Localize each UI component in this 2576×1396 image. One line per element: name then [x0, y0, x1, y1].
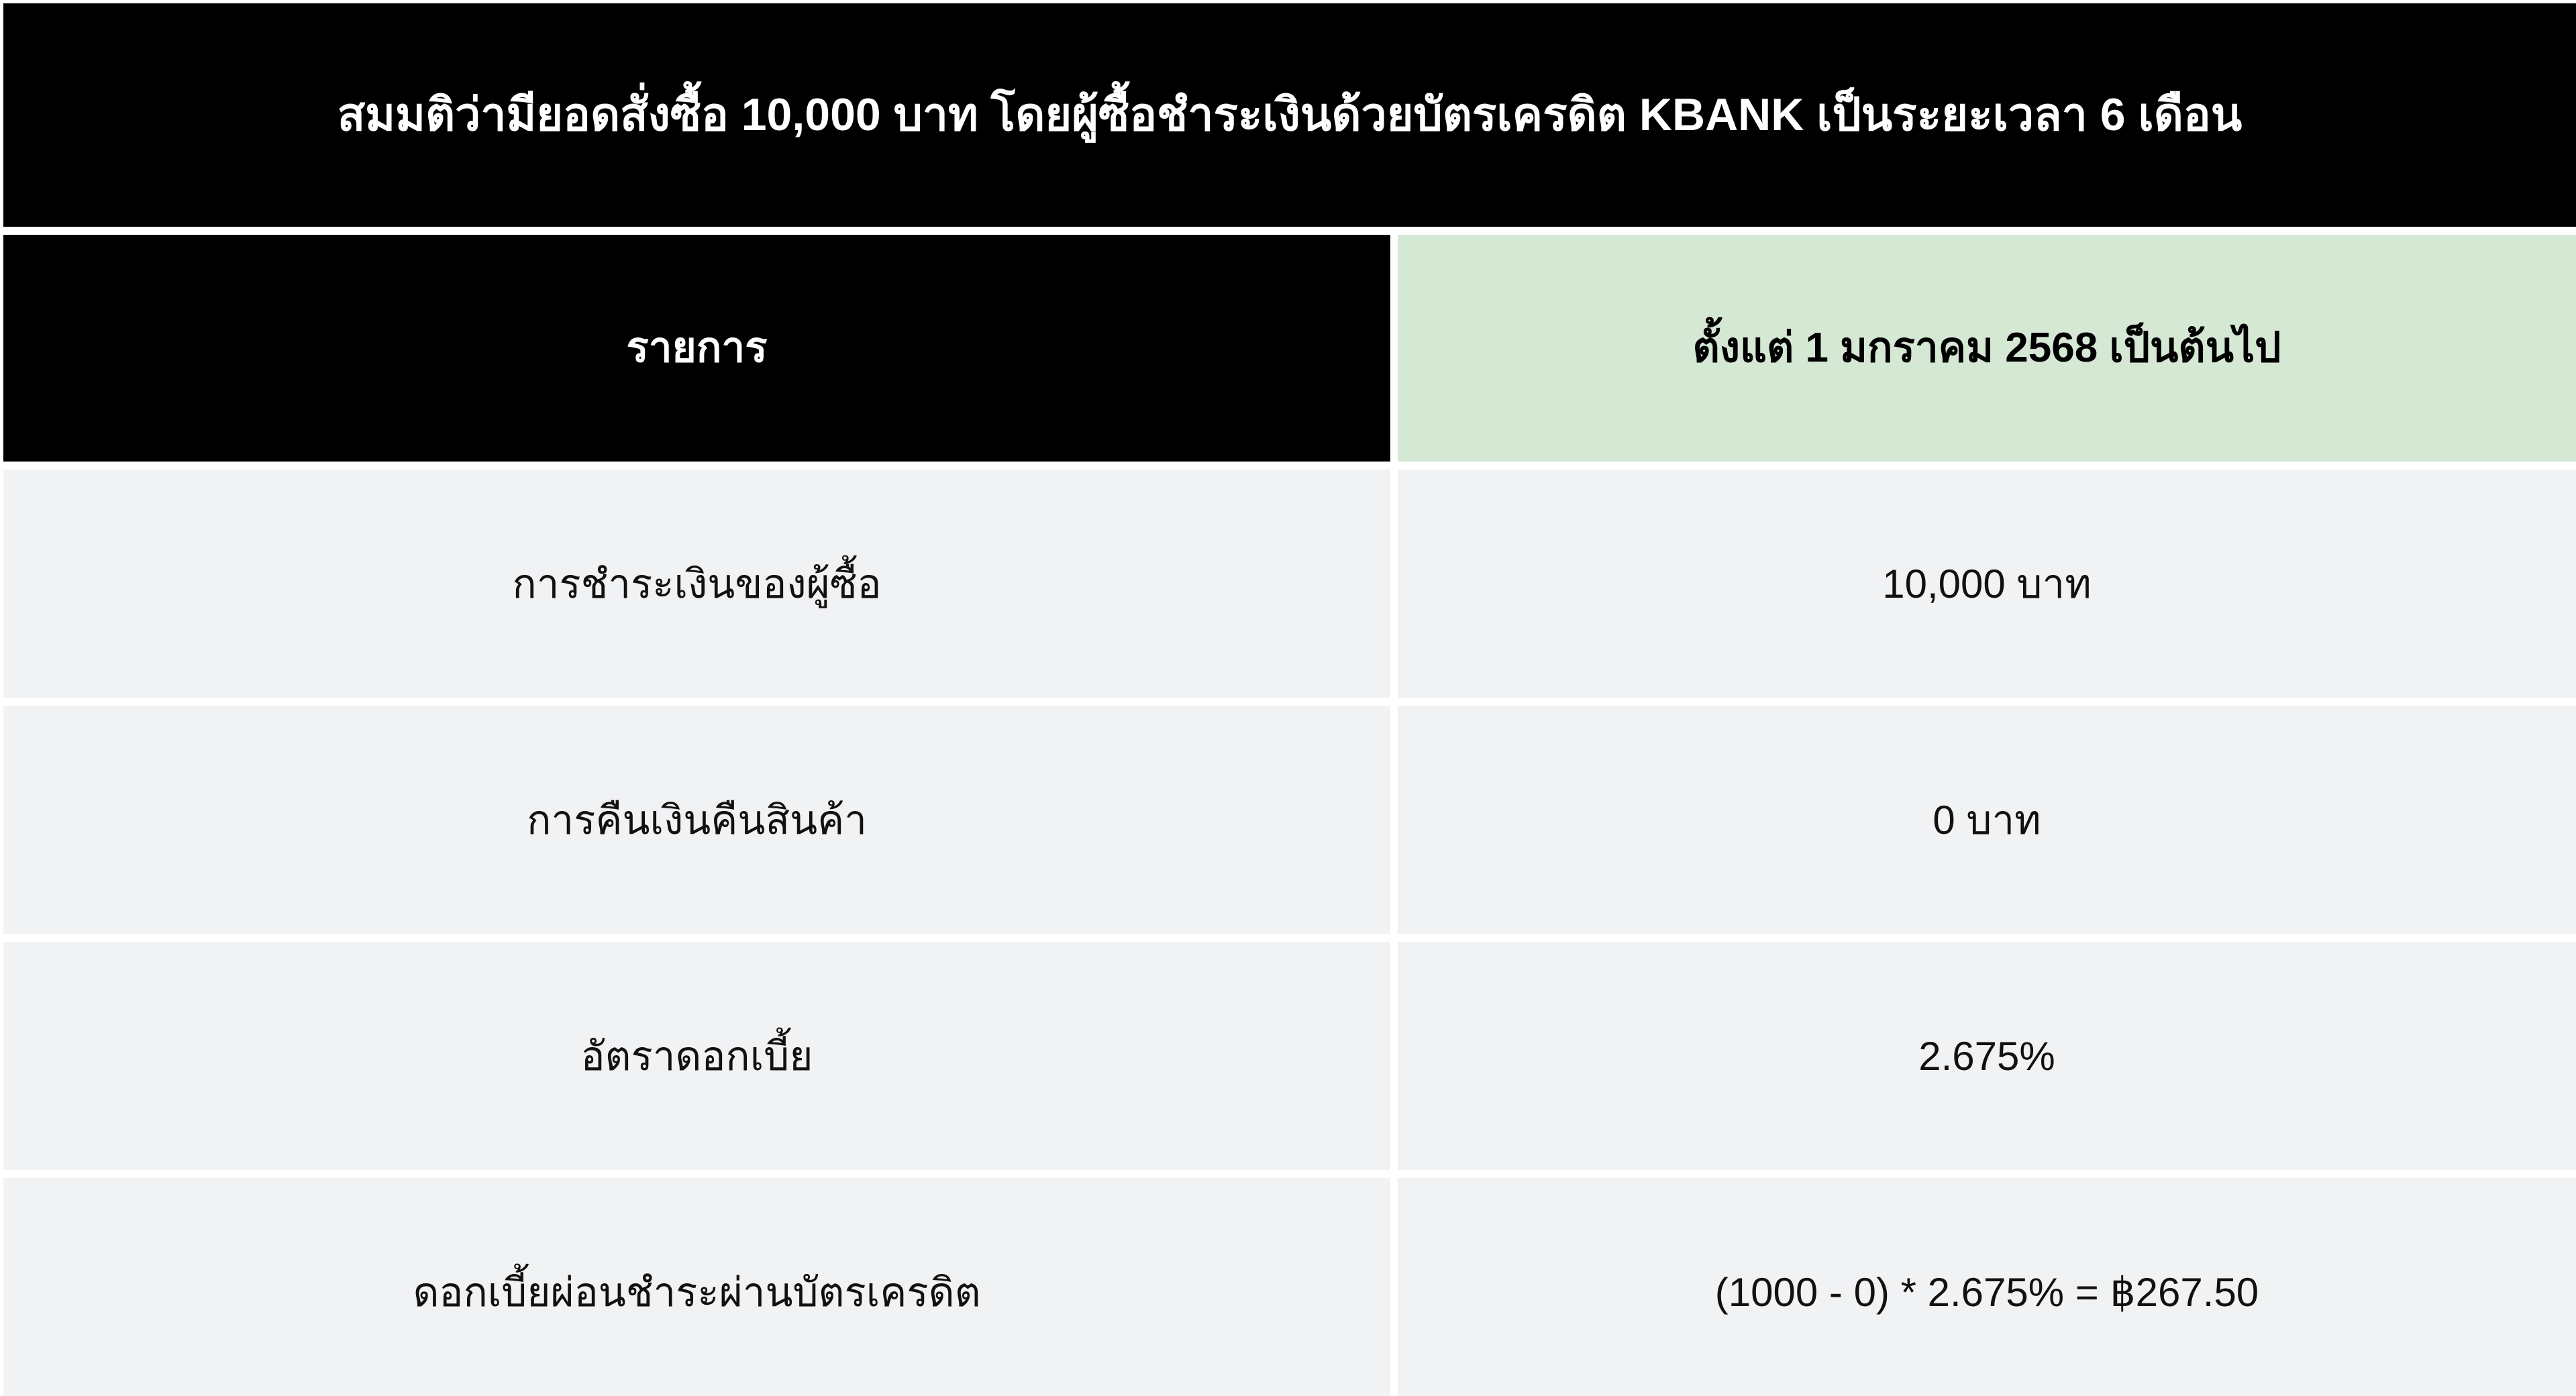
- row-value-buyer-payment: 10,000 บาท: [1398, 470, 2576, 698]
- column-header-period: ตั้งแต่ 1 มกราคม 2568 เป็นต้นไป: [1398, 235, 2576, 462]
- table-title: สมมติว่ามียอดสั่งซื้อ 10,000 บาท โดยผู้ซ…: [3, 3, 2576, 227]
- row-label-installment-interest: ดอกเบี้ยผ่อนชำระผ่านบัตรเครดิต: [3, 1178, 1390, 1396]
- row-label-refund-return: การคืนเงินคืนสินค้า: [3, 706, 1390, 934]
- row-value-refund-return: 0 บาท: [1398, 706, 2576, 934]
- column-header-item: รายการ: [3, 235, 1390, 462]
- row-label-interest-rate: อัตราดอกเบี้ย: [3, 942, 1390, 1170]
- row-label-buyer-payment: การชำระเงินของผู้ซื้อ: [3, 470, 1390, 698]
- row-value-interest-rate: 2.675%: [1398, 942, 2576, 1170]
- row-value-installment-interest: (1000 - 0) * 2.675% = ฿267.50: [1398, 1178, 2576, 1396]
